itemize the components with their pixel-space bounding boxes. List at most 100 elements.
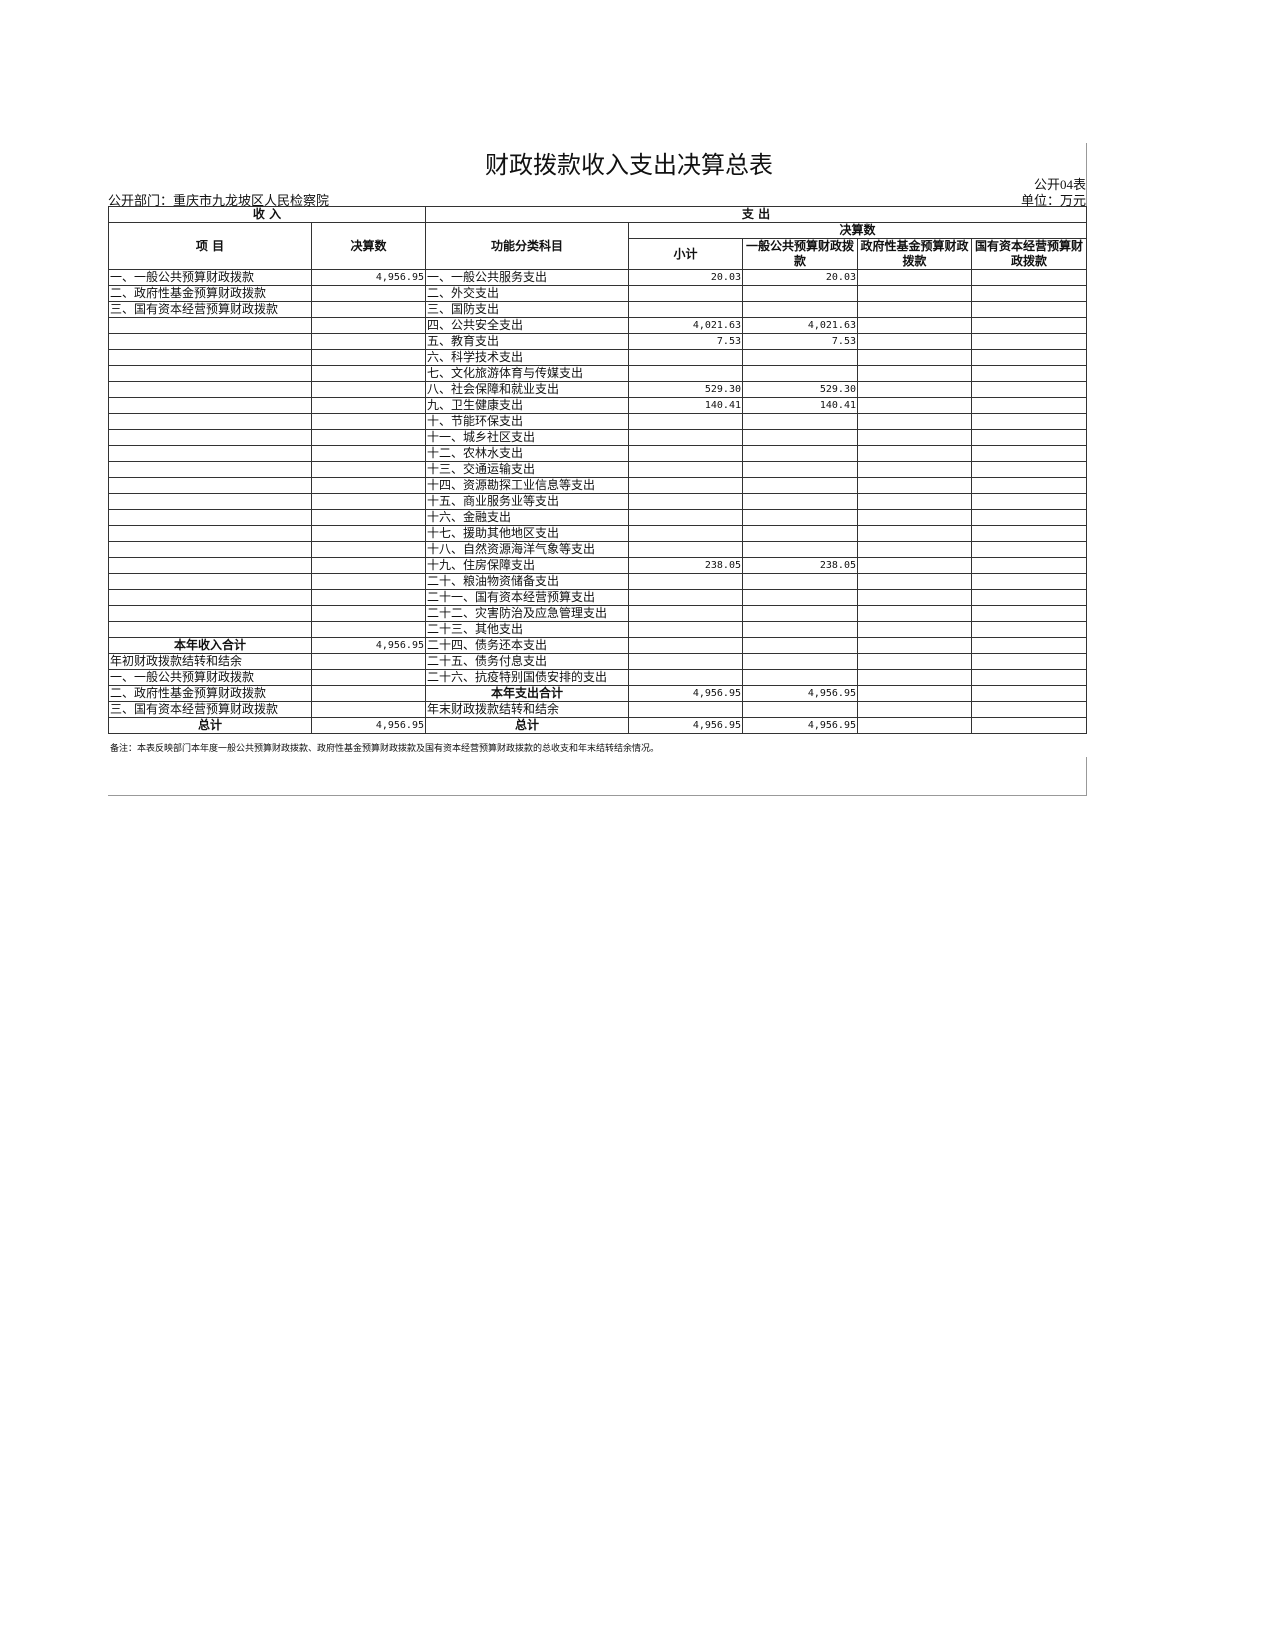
table-cell — [628, 653, 743, 670]
table-cell — [742, 349, 858, 366]
column-header: 政府性基金预算财政拨款 — [857, 238, 972, 270]
table-cell: 六、科学技术支出 — [425, 349, 629, 366]
table-cell — [108, 493, 312, 510]
table-cell — [628, 285, 743, 302]
table-cell — [311, 397, 426, 414]
table-cell — [857, 333, 972, 350]
table-cell — [857, 493, 972, 510]
table-cell: 4,956.95 — [311, 269, 426, 286]
table-cell — [742, 477, 858, 494]
table-cell — [311, 621, 426, 638]
table-cell — [108, 317, 312, 334]
table-cell — [857, 317, 972, 334]
table-cell — [311, 509, 426, 526]
table-cell: 4,021.63 — [742, 317, 858, 334]
table-cell: 4,956.95 — [628, 717, 743, 734]
table-cell — [857, 669, 972, 686]
table-row: 四、公共安全支出 4,021.63 4,021.63 — [108, 317, 1088, 334]
table-cell: 7.53 — [742, 333, 858, 350]
table-row: 二十二、灾害防治及应急管理支出 — [108, 605, 1088, 622]
table-cell: 238.05 — [628, 557, 743, 574]
table-cell — [628, 589, 743, 606]
table-cell — [742, 413, 858, 430]
table-cell — [108, 541, 312, 558]
table-cell: 十、节能环保支出 — [425, 413, 629, 430]
table-cell — [857, 365, 972, 382]
table-row: 二十一、国有资本经营预算支出 — [108, 589, 1088, 606]
column-header: 决算数 — [627, 222, 1088, 239]
table-row: 二十三、其他支出 — [108, 621, 1088, 638]
table-row: 十八、自然资源海洋气象等支出 — [108, 541, 1088, 558]
table-cell: 本年收入合计 — [108, 637, 312, 654]
table-row: 一、一般公共预算财政拨款 4,956.95 一、一般公共服务支出 20.03 20.03 — [108, 269, 1088, 286]
table-cell — [108, 477, 312, 494]
title: 财政拨款收入支出决算总表 — [485, 153, 773, 179]
table-row: 总计 4,956.95 总计 4,956.95 4,956.95 — [108, 717, 1088, 734]
table-cell — [311, 541, 426, 558]
table-cell — [970, 285, 1088, 302]
table-cell — [108, 605, 312, 622]
column-header: 项 目 — [108, 222, 312, 270]
table-row: 二十、粮油物资储备支出 — [108, 573, 1088, 590]
table-cell: 4,956.95 — [628, 685, 743, 702]
table-cell: 4,956.95 — [742, 717, 858, 734]
table-cell — [311, 285, 426, 302]
table-cell — [857, 349, 972, 366]
table-cell — [311, 317, 426, 334]
table-cell: 十七、援助其他地区支出 — [425, 525, 629, 542]
table-cell — [742, 285, 858, 302]
table-cell — [742, 493, 858, 510]
table-cell — [970, 653, 1088, 670]
table-row: 三、国有资本经营预算财政拨款 年末财政拨款结转和结余 — [108, 701, 1088, 718]
border-line — [108, 795, 1087, 796]
table-cell — [742, 653, 858, 670]
table-cell — [857, 429, 972, 446]
table-cell — [970, 541, 1088, 558]
column-header: 决算数 — [311, 222, 426, 270]
table-row: 七、文化旅游体育与传媒支出 — [108, 365, 1088, 382]
table-cell — [628, 365, 743, 382]
table-cell — [970, 333, 1088, 350]
table-cell — [857, 685, 972, 702]
table-cell — [311, 493, 426, 510]
table-cell — [628, 605, 743, 622]
table-cell: 七、文化旅游体育与传媒支出 — [425, 365, 629, 382]
table-cell — [970, 589, 1088, 606]
table-cell — [628, 525, 743, 542]
table-cell — [311, 653, 426, 670]
table-cell — [628, 445, 743, 462]
table-cell — [108, 413, 312, 430]
table-body: 一、一般公共预算财政拨款 4,956.95 一、一般公共服务支出 20.03 20.03… — [108, 269, 1088, 734]
table-cell — [970, 301, 1088, 318]
table-row: 十六、金融支出 — [108, 509, 1088, 526]
table-cell — [311, 413, 426, 430]
table-cell — [311, 605, 426, 622]
table-cell — [857, 573, 972, 590]
table-cell: 一、一般公共预算财政拨款 — [108, 669, 312, 686]
table-cell — [628, 669, 743, 686]
settlement-table: 收 入支 出 项 目决算数 功能分类科目 决算数 小计 一般公共预算财政拨款 政府性基金… — [108, 206, 1088, 734]
table-cell — [970, 573, 1088, 590]
table-cell — [108, 349, 312, 366]
table-cell — [311, 701, 426, 718]
table-cell — [742, 301, 858, 318]
table-cell — [311, 381, 426, 398]
table-cell: 八、社会保障和就业支出 — [425, 381, 629, 398]
table-cell: 二、政府性基金预算财政拨款 — [108, 685, 312, 702]
table-row: 十、节能环保支出 — [108, 413, 1088, 430]
table-cell — [108, 445, 312, 462]
table-cell: 二十五、债务付息支出 — [425, 653, 629, 670]
table-cell — [628, 637, 743, 654]
column-header: 国有资本经营预算财政拨款 — [970, 238, 1088, 270]
table-cell — [628, 509, 743, 526]
table-cell — [742, 541, 858, 558]
table-cell: 20.03 — [742, 269, 858, 286]
table-cell — [857, 445, 972, 462]
note: 备注：本表反映部门本年度一般公共预算财政拨款、政府性基金预算财政拨款及国有资本经… — [110, 744, 660, 754]
table-cell: 140.41 — [742, 397, 858, 414]
table-cell — [311, 685, 426, 702]
table-cell — [108, 365, 312, 382]
table-cell: 十九、住房保障支出 — [425, 557, 629, 574]
